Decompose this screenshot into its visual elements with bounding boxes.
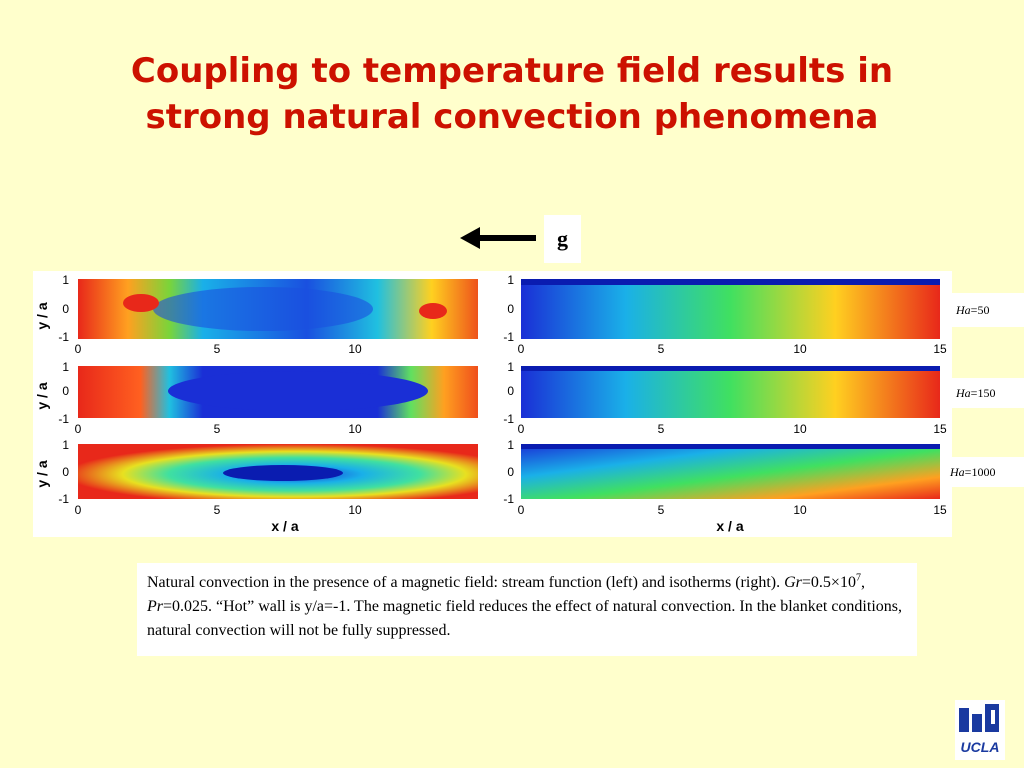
x-tick: 15 [933,422,947,436]
gr-exponent: 7 [855,572,861,584]
y-tick: 0 [507,384,514,398]
y-tick: -1 [503,412,514,426]
gravity-label: g [544,215,581,263]
y-tick: 0 [62,465,69,479]
figure-caption: Natural convection in the presence of a … [137,563,917,656]
ha-label-row-3: Ha =1000 [946,457,1024,487]
x-axis-label: x / a [716,518,743,534]
ha-value: =50 [970,302,990,317]
y-tick: -1 [58,412,69,426]
y-tick: -1 [503,492,514,506]
y-tick: 1 [507,273,514,287]
caption-sep: , [860,574,865,591]
x-tick: 5 [214,503,221,517]
y-axis-label: y / a [34,302,50,329]
x-tick: 10 [348,422,362,436]
x-tick: 0 [518,342,525,356]
x-tick: 10 [348,503,362,517]
y-tick: -1 [503,330,514,344]
gr-value: =0.5×10 [801,574,856,591]
x-tick: 10 [793,503,807,517]
pr-symbol: Pr [147,598,163,615]
ha-symbol: Ha [956,302,971,317]
x-tick: 5 [214,422,221,436]
x-tick: 0 [75,422,82,436]
x-tick: 0 [75,342,82,356]
isotherms-panel: 1 0 -1 1 0 -1 1 0 -1 0 5 10 15 0 5 10 15… [478,271,952,537]
ha-value: =150 [970,385,996,400]
ha-label-row-1: Ha =50 [952,293,1024,327]
x-tick: 5 [658,503,665,517]
y-tick: 0 [62,302,69,316]
y-tick: 1 [507,438,514,452]
x-tick: 10 [793,422,807,436]
ha-symbol: Ha [950,464,965,479]
ha-label-row-2: Ha =150 [952,378,1024,408]
y-tick: 1 [62,273,69,287]
x-tick: 10 [793,342,807,356]
x-axis-label: x / a [271,518,298,534]
y-tick: 1 [507,360,514,374]
ha-value: =1000 [964,464,996,479]
pr-value: =0.025. “Hot” wall is y/a=-1. The magnet… [147,598,902,639]
x-tick: 5 [658,422,665,436]
svg-text:UCLA: UCLA [961,739,1000,755]
x-tick: 0 [518,503,525,517]
x-tick: 5 [658,342,665,356]
x-tick: 5 [214,342,221,356]
x-tick: 0 [518,422,525,436]
x-tick: 10 [348,342,362,356]
title-line-1: Coupling to temperature field results in [130,51,894,91]
y-tick: -1 [58,330,69,344]
x-tick: 15 [933,342,947,356]
slide-title: Coupling to temperature field results in… [0,48,1024,140]
y-tick: 0 [62,384,69,398]
y-tick: 1 [62,360,69,374]
caption-text: Natural convection in the presence of a … [147,574,785,591]
y-axis-label: y / a [34,460,50,487]
y-tick: 0 [507,465,514,479]
title-line-2: strong natural convection phenomena [145,97,879,137]
y-axis-label: y / a [34,382,50,409]
ha-symbol: Ha [956,385,971,400]
left-arrow-icon [460,227,536,249]
x-tick: 15 [933,503,947,517]
x-tick: 0 [75,503,82,517]
y-tick: 0 [507,302,514,316]
stream-function-panel: 1 0 -1 1 0 -1 1 0 -1 0 5 10 15 0 5 10 15… [33,271,503,537]
y-tick: -1 [58,492,69,506]
y-tick: 1 [62,438,69,452]
gr-symbol: Gr [784,574,802,591]
ucla-logo-icon: UCLA [955,700,1005,760]
